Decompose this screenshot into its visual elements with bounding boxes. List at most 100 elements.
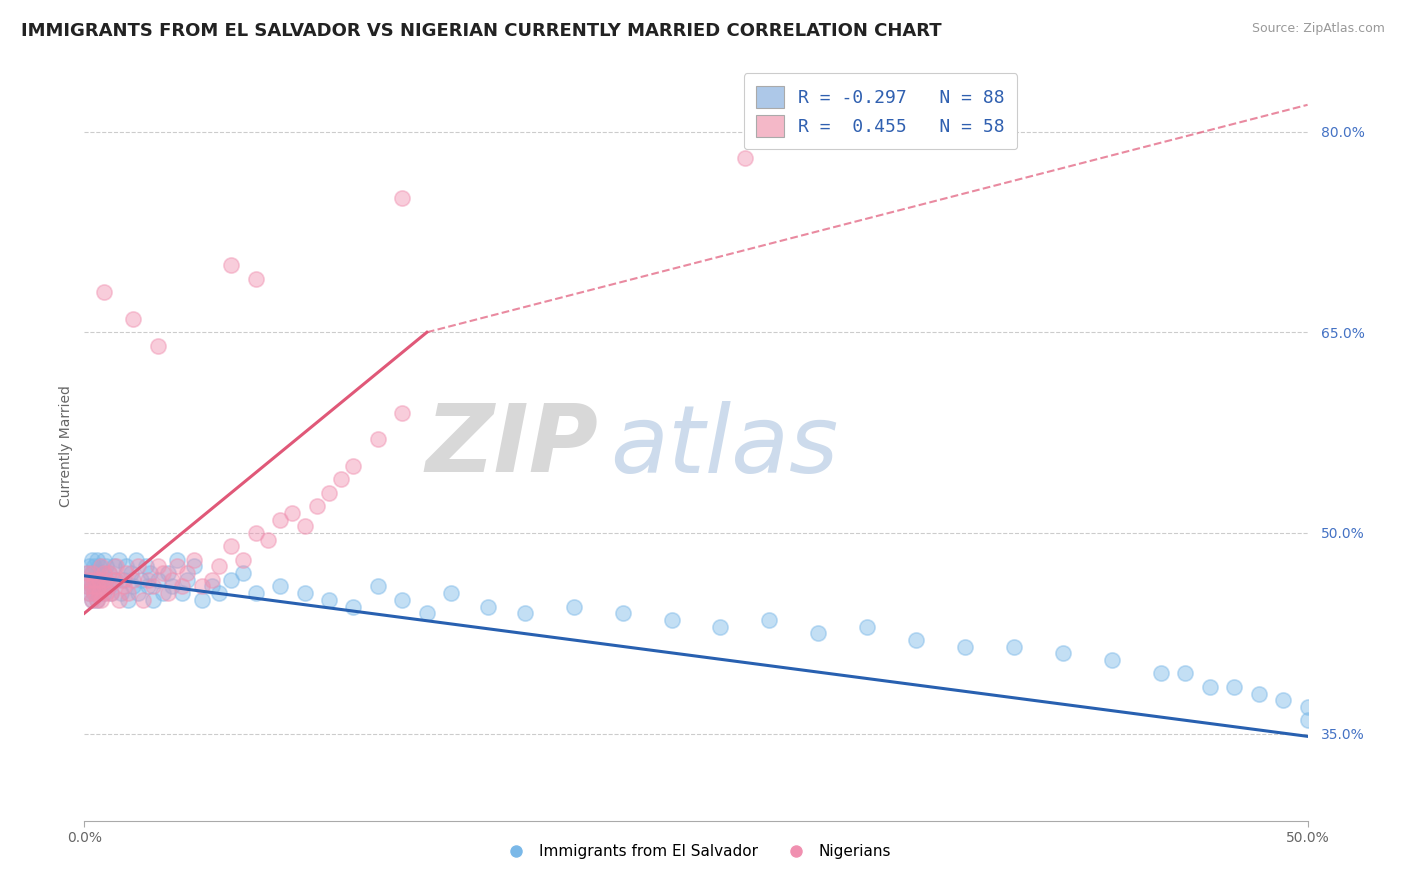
Point [318,593,340,607]
Point [152,586,174,600]
Point [139,566,162,581]
Point [93,580,115,594]
Point [156,566,179,581]
Point [80,553,103,567]
Point [176,573,198,587]
Point [391,593,413,607]
Point [156,586,179,600]
Text: ZIP: ZIP [425,400,598,492]
Point [166,553,188,567]
Point [97,566,120,581]
Point [83,573,105,587]
Point [107,593,129,607]
Point [142,593,165,607]
Point [709,620,731,634]
Point [80,580,103,594]
Point [117,586,139,600]
Point [1296,700,1319,714]
Point [440,586,463,600]
Point [100,586,122,600]
Point [245,272,267,286]
Point [77,573,100,587]
Point [115,566,138,581]
Point [122,312,145,326]
Point [245,586,267,600]
Point [93,566,115,581]
Point [86,553,108,567]
Point [318,486,340,500]
Point [97,580,120,594]
Text: atlas: atlas [610,401,838,491]
Point [80,580,103,594]
Point [93,285,115,300]
Point [1002,640,1025,654]
Point [219,259,242,273]
Point [105,573,128,587]
Point [125,553,148,567]
Point [172,586,194,600]
Point [269,513,291,527]
Point [132,593,155,607]
Point [1174,666,1197,681]
Point [758,613,780,627]
Point [1272,693,1295,707]
Text: IMMIGRANTS FROM EL SALVADOR VS NIGERIAN CURRENTLY MARRIED CORRELATION CHART: IMMIGRANTS FROM EL SALVADOR VS NIGERIAN … [21,22,942,40]
Point [232,553,254,567]
Point [367,580,389,594]
Text: Source: ZipAtlas.com: Source: ZipAtlas.com [1251,22,1385,36]
Point [115,559,138,574]
Point [83,573,105,587]
Point [257,533,280,547]
Point [562,599,585,614]
Point [905,633,928,648]
Point [294,519,316,533]
Point [191,580,214,594]
Point [76,566,98,581]
Point [76,580,98,594]
Point [86,593,108,607]
Point [146,339,169,353]
Point [96,586,118,600]
Point [77,573,100,587]
Point [391,406,413,420]
Point [87,559,110,574]
Point [83,559,105,574]
Point [120,566,142,581]
Point [200,573,222,587]
Point [112,580,135,594]
Y-axis label: Currently Married: Currently Married [59,385,73,507]
Point [93,553,115,567]
Point [1223,680,1246,694]
Point [200,580,222,594]
Point [80,566,103,581]
Point [1247,687,1270,701]
Point [76,580,98,594]
Point [416,607,439,621]
Point [953,640,976,654]
Point [127,559,149,574]
Point [110,586,132,600]
Point [305,500,328,514]
Point [176,566,198,581]
Point [219,573,242,587]
Point [100,586,122,600]
Point [208,559,231,574]
Point [83,586,105,600]
Point [734,152,756,166]
Point [77,586,100,600]
Point [112,573,135,587]
Point [342,599,364,614]
Point [136,573,159,587]
Point [127,586,149,600]
Point [146,559,169,574]
Point [281,506,304,520]
Point [86,580,108,594]
Point [232,566,254,581]
Point [97,580,120,594]
Point [330,473,353,487]
Point [96,573,118,587]
Point [80,593,103,607]
Legend: Immigrants from El Salvador, Nigerians: Immigrants from El Salvador, Nigerians [495,838,897,865]
Point [513,607,536,621]
Point [96,559,118,574]
